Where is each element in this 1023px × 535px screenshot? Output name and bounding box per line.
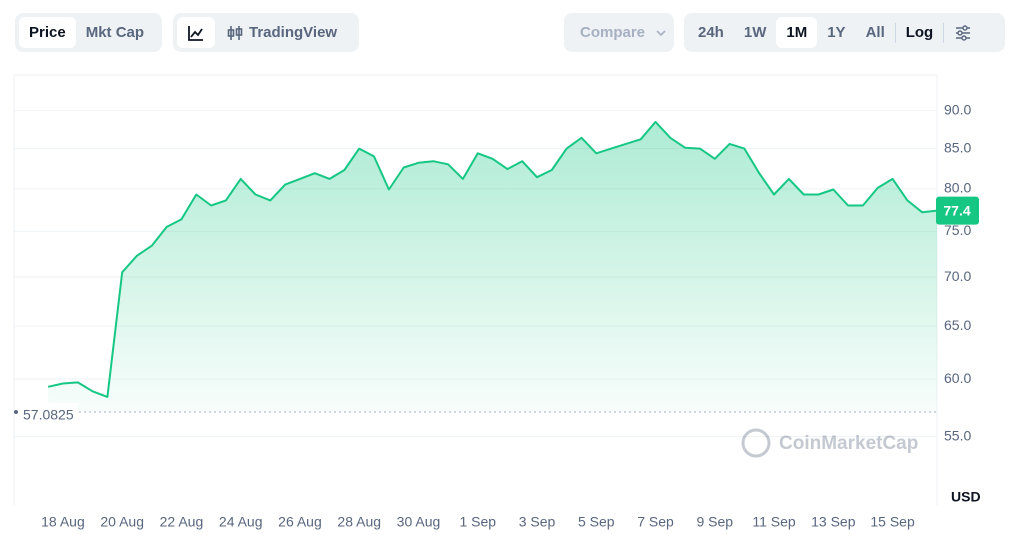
range[interactable]: 1W — [743, 24, 767, 41]
x-tick-label: 24 Aug — [219, 514, 263, 530]
price-line — [47, 120, 938, 398]
range[interactable]: 1M — [776, 17, 818, 48]
divider — [943, 22, 945, 43]
range-tabs: 24h 1W 1M 1Y All Log — [684, 13, 1005, 52]
x-tick-label: 15 Sep — [870, 514, 915, 530]
last-price-tag — [936, 196, 979, 225]
y-tick-label: 85.0 — [944, 139, 971, 155]
range[interactable]: All — [865, 24, 885, 41]
x-tick-label: 11 Sep — [752, 514, 796, 530]
baseline-label-bg — [18, 403, 78, 422]
currency-label: USD — [951, 489, 981, 505]
x-tick-label: 5 Sep — [578, 514, 615, 530]
x-tick-label: 7 Sep — [637, 514, 674, 530]
settings-icon — [956, 24, 971, 41]
plot-frame — [13, 74, 938, 505]
log-toggle[interactable]: Log — [905, 24, 934, 41]
tab-label: TradingView — [249, 24, 338, 41]
y-tick-label: 60.0 — [944, 370, 971, 386]
compare-dropdown[interactable]: Compare — [564, 13, 674, 52]
x-tick-label: 28 Aug — [337, 514, 381, 530]
x-tick-label: 3 Sep — [519, 514, 556, 530]
x-tick-label: 26 Aug — [278, 514, 322, 530]
line-chart-button[interactable] — [177, 17, 215, 48]
line-icon — [188, 25, 203, 41]
y-tick-label: 90.0 — [944, 101, 971, 117]
x-tick-label: 20 Aug — [100, 514, 144, 530]
x-tick-label: 22 Aug — [160, 514, 204, 530]
y-tick-label: 55.0 — [944, 427, 971, 443]
y-tick-label: 80.0 — [944, 179, 971, 195]
divider — [894, 22, 896, 43]
range[interactable]: 24h — [698, 24, 724, 41]
tab[interactable]: Mkt Cap — [85, 24, 145, 41]
candle-icon — [227, 25, 243, 40]
range[interactable]: 1Y — [827, 24, 846, 41]
baseline-dot — [14, 410, 18, 415]
x-tick-label: 18 Aug — [41, 514, 85, 530]
x-tick-label: 13 Sep — [811, 514, 856, 530]
settings-button[interactable] — [944, 17, 982, 48]
x-tick-label: 30 Aug — [397, 514, 441, 530]
chevron — [656, 29, 666, 36]
baseline-label: 57.0825 — [23, 407, 74, 423]
y-tick-label: 70.0 — [944, 268, 971, 284]
compare-label: Compare — [580, 24, 646, 41]
tradingview-button[interactable]: TradingView — [215, 17, 347, 48]
tab[interactable]: Price — [19, 17, 76, 48]
y-tick-label: 75.0 — [944, 222, 971, 238]
x-tick-label: 1 Sep — [459, 514, 496, 530]
watermark: CoinMarketCap — [741, 428, 918, 458]
last-price-label: 77.4 — [943, 202, 970, 218]
chart-tabs: TradingView — [173, 13, 359, 52]
area-fill — [48, 121, 938, 413]
x-tick-label: 9 Sep — [696, 514, 733, 530]
y-tick-label: 65.0 — [944, 317, 971, 333]
view-tabs: Price Mkt Cap — [15, 13, 162, 52]
watermark-text: CoinMarketCap — [779, 433, 918, 454]
